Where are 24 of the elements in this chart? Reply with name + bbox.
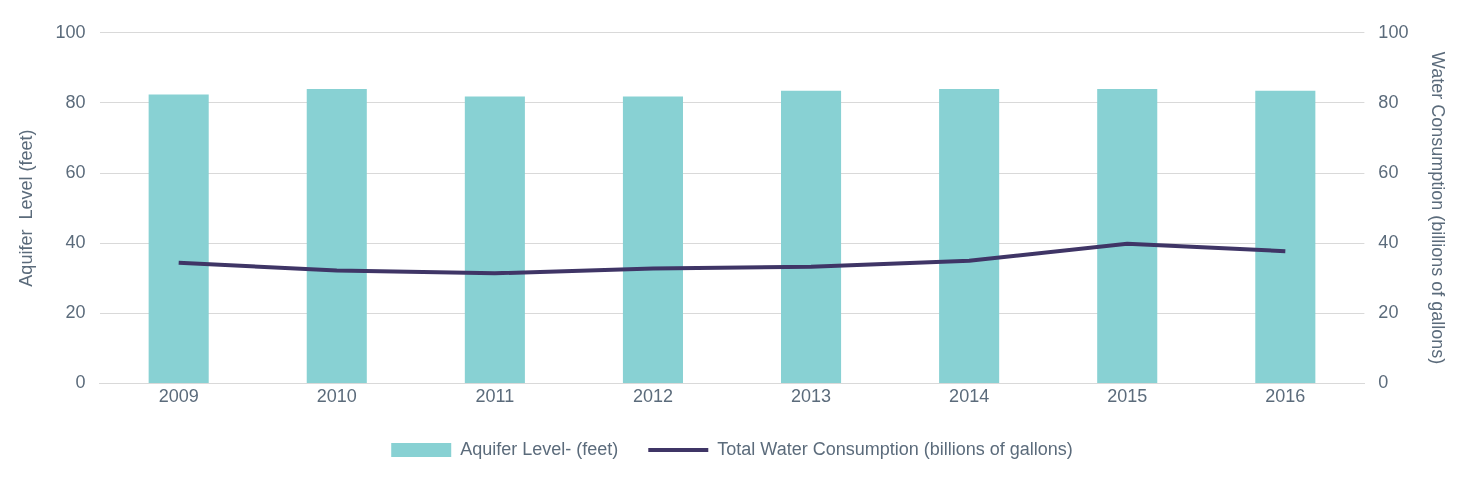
y-tick-label: 40 (65, 232, 86, 253)
y2-tick-label: 100 (1378, 21, 1409, 42)
x-tick-label: 2016 (1265, 386, 1306, 407)
y2-axis-title: Water Consumption (billions of gallons) (1428, 51, 1449, 365)
y2-tick-label: 20 (1378, 302, 1399, 323)
y2-tick-label: 60 (1378, 162, 1399, 183)
x-tick-label: 2011 (475, 386, 515, 407)
y-tick-label: 20 (65, 302, 86, 323)
y-tick-label: 60 (65, 162, 86, 183)
y-tick-label: 0 (75, 372, 86, 393)
y2-tick-label: 40 (1378, 232, 1399, 253)
legend-label: Total Water Consumption (billions of gallons) (717, 438, 1073, 459)
x-tick-label: 2010 (316, 386, 357, 407)
x-tick-label: 2013 (791, 386, 832, 407)
y-tick-label: 100 (55, 21, 86, 42)
y-axis-title: Aquifer Level (feet) (15, 129, 36, 287)
x-tick-label: 2012 (632, 386, 673, 407)
legend-label: Aquifer Level- (feet) (460, 438, 619, 459)
x-tick-label: 2014 (949, 386, 990, 407)
y-tick-label: 80 (65, 91, 86, 112)
y2-tick-label: 80 (1378, 91, 1399, 112)
y2-tick-label: 0 (1378, 372, 1389, 393)
x-tick-label: 2009 (158, 386, 199, 407)
x-tick-label: 2015 (1107, 386, 1148, 407)
